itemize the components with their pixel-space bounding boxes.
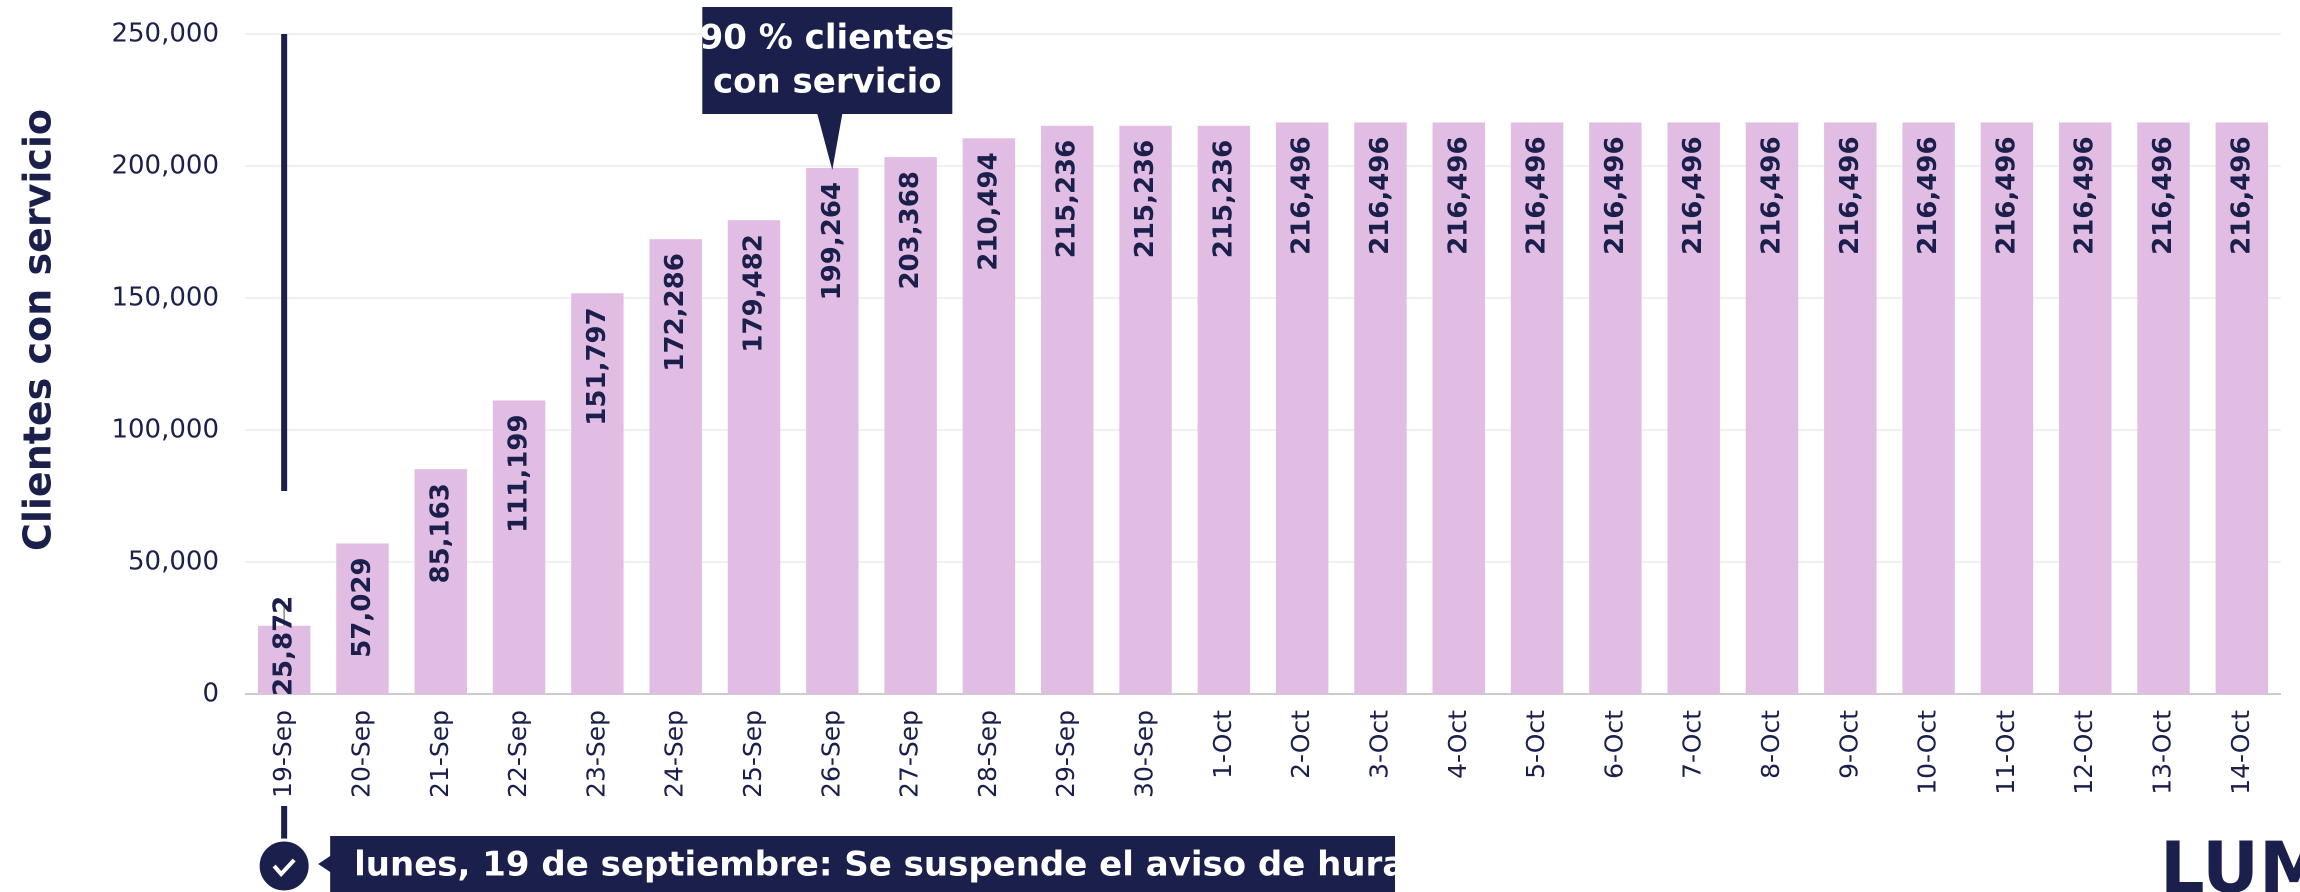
x-tick-label: 2-Oct [1286,710,1315,779]
value-label: 210,494 [973,152,1003,270]
x-tick-label: 9-Oct [1834,710,1863,779]
x-tick-label: 21-Sep [425,710,454,798]
y-tick-label: 50,000 [128,547,219,577]
x-tick-label: 8-Oct [1756,710,1785,779]
bar [884,157,937,695]
annotation-text: con servicio [713,62,942,102]
bar [806,167,859,694]
x-tick-label: 24-Sep [660,710,689,798]
x-tick-label: 27-Sep [895,710,924,798]
bar [1980,122,2034,694]
value-label: 85,163 [425,483,455,583]
bar [414,469,468,694]
bar [1119,125,1172,694]
x-tick-label: 23-Sep [581,710,610,798]
x-tick-label: 20-Sep [346,710,375,798]
x-tick-label: 28-Sep [973,710,1002,798]
value-label: 216,496 [1678,136,1708,254]
value-label: 216,496 [1365,136,1395,254]
value-label: 216,496 [2070,136,2100,254]
bar [1275,122,1329,694]
bar [2215,122,2269,694]
bar [1824,122,1877,694]
bar [1197,125,1251,694]
value-label: 172,286 [660,253,690,371]
x-tick-label: 25-Sep [738,710,767,798]
bar [1667,122,1720,694]
annotation-text: 90 % clientes [700,18,955,58]
bar [1745,122,1799,694]
bar [2137,122,2190,694]
x-tick-label: 10-Oct [1913,710,1942,795]
value-label: 216,496 [1600,136,1630,254]
value-label: 216,496 [1287,136,1317,254]
value-label: 57,029 [347,557,377,657]
value-label: 215,236 [1130,140,1160,258]
value-label: 179,482 [739,234,769,352]
value-label: 203,368 [895,171,925,289]
annotation-box [318,836,1396,892]
y-tick-label: 200,000 [111,151,219,181]
x-tick-label: 1-Oct [1208,710,1237,779]
value-label: 216,496 [2148,136,2178,254]
value-label: 216,496 [2226,136,2256,254]
annotation-box [702,7,953,170]
bar [257,625,311,694]
x-tick-label: 19-Sep [268,710,297,798]
x-tick-label: 29-Sep [1051,710,1080,798]
logo: LUM [2160,827,2300,892]
value-label: 215,236 [1208,140,1238,258]
value-label: 216,496 [1991,136,2021,254]
bar [571,293,624,694]
value-label: 216,496 [1835,136,1865,254]
y-tick-label: 100,000 [111,415,219,445]
value-label: 25,872 [269,596,299,696]
bar [1432,122,1486,694]
bar [1354,122,1407,694]
bar [492,400,546,694]
bar [1040,125,1094,694]
value-label: 215,236 [1052,140,1082,258]
x-tick-label: 26-Sep [816,710,845,798]
value-label: 216,496 [1522,136,1552,254]
bar [2058,122,2112,694]
value-label: 216,496 [1443,136,1473,254]
x-tick-label: 6-Oct [1599,710,1628,779]
y-tick-label: 250,000 [111,19,219,49]
bar [1902,122,1955,694]
x-tick-label: 30-Sep [1130,710,1159,798]
value-label: 151,797 [582,307,612,425]
bar [336,543,389,694]
annotation-text: lunes, 19 de septiembre: Se suspende el … [354,845,1485,885]
bar [1589,122,1642,694]
x-tick-label: 14-Oct [2226,710,2255,795]
x-tick-label: 22-Sep [503,710,532,798]
check-icon [272,858,296,877]
y-tick-label: 0 [202,679,219,709]
value-label: 111,199 [504,414,534,532]
bar [1510,122,1564,694]
bar [727,220,781,694]
value-label: 199,264 [817,182,847,300]
x-tick-label: 12-Oct [2069,710,2098,795]
x-tick-label: 11-Oct [1991,710,2020,795]
x-tick-label: 13-Oct [2148,710,2177,795]
x-tick-label: 7-Oct [1678,710,1707,779]
value-label: 216,496 [1757,136,1787,254]
x-tick-label: 5-Oct [1521,710,1550,779]
x-tick-label: 3-Oct [1364,710,1393,779]
y-tick-label: 150,000 [111,283,219,313]
y-axis-title: Clientes con servicio [16,109,60,551]
bar [649,239,702,694]
event-marker [256,838,312,892]
bar [962,138,1016,694]
x-tick-label: 4-Oct [1443,710,1472,779]
value-label: 216,496 [1913,136,1943,254]
